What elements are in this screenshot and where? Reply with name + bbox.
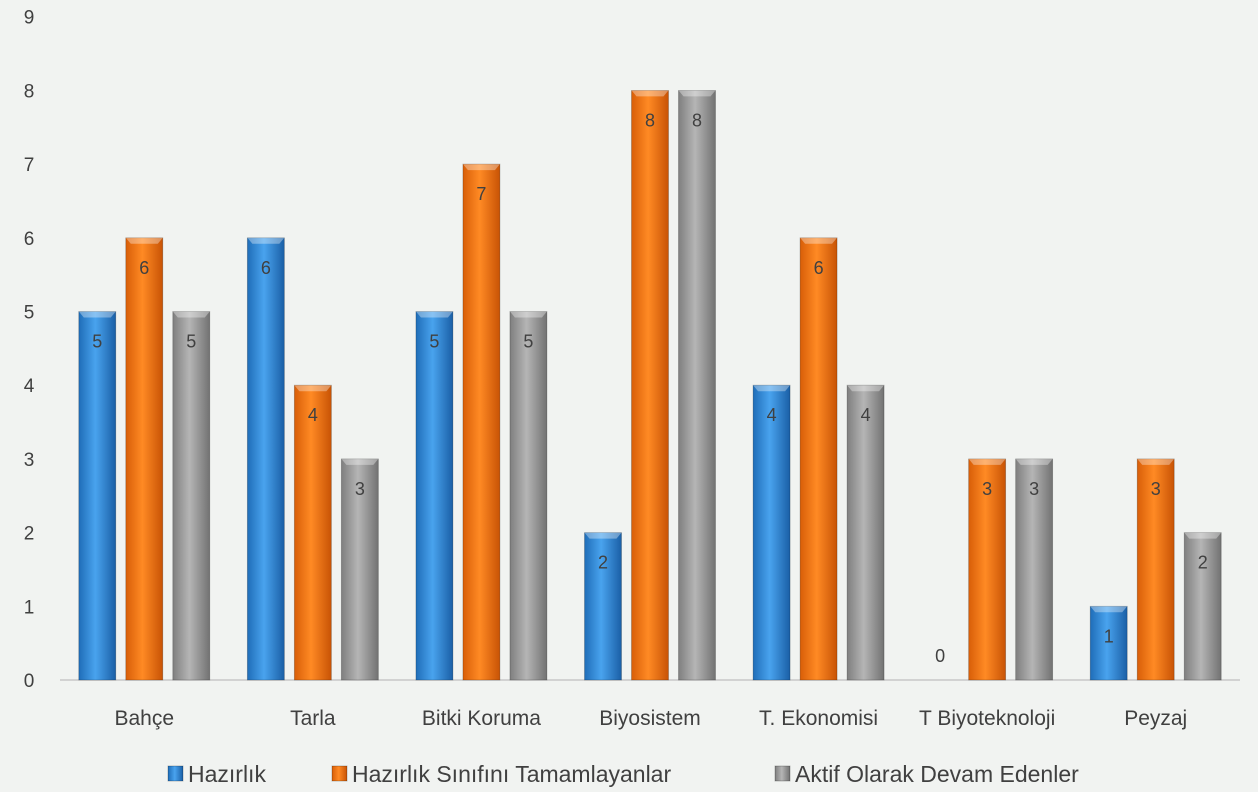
data-label: 3	[982, 479, 992, 499]
bar-bevel	[678, 90, 716, 97]
data-label: 3	[355, 479, 365, 499]
bar-bevel	[294, 385, 332, 392]
legend-label: Aktif Olarak Devam Edenler	[795, 761, 1079, 787]
data-label: 6	[814, 258, 824, 278]
bar	[78, 311, 117, 681]
bar-bevel	[509, 311, 547, 318]
data-label: 3	[1029, 479, 1039, 499]
y-tick-label: 9	[24, 8, 35, 29]
y-tick-label: 7	[24, 155, 35, 176]
legend-swatch	[774, 765, 791, 782]
bar-bevel	[341, 458, 379, 465]
data-label: 4	[767, 405, 777, 425]
data-label: 4	[308, 405, 318, 425]
data-label: 5	[523, 332, 533, 352]
data-label: 2	[1198, 553, 1208, 573]
bar-bevel	[753, 385, 791, 392]
bar-bevel	[847, 385, 885, 392]
x-category-label: T Biyoteknoloji	[919, 707, 1055, 730]
data-label: 5	[92, 332, 102, 352]
y-tick-label: 6	[24, 229, 35, 250]
y-tick-label: 0	[24, 671, 35, 692]
bar	[246, 237, 285, 681]
y-tick-label: 3	[24, 450, 35, 471]
bar	[678, 90, 716, 681]
bar-bevel	[78, 311, 116, 318]
bar	[293, 384, 332, 681]
x-axis: Bahçe Tarla Bitki Koruma Biyosistem T. Ekono…	[115, 707, 1188, 730]
bar	[509, 311, 548, 681]
bar-bevel	[125, 237, 163, 244]
bar	[799, 237, 838, 681]
legend-swatch	[331, 765, 348, 782]
x-category-label: T. Ekonomisi	[759, 707, 878, 730]
data-label: 5	[429, 332, 439, 352]
data-label: 2	[598, 553, 608, 573]
bar	[1183, 532, 1222, 681]
data-label: 4	[861, 405, 871, 425]
bar-bevel	[1137, 458, 1175, 465]
x-category-label: Bahçe	[115, 707, 175, 730]
bar	[172, 311, 211, 681]
data-label: 6	[139, 258, 149, 278]
bar-bevel	[1015, 458, 1053, 465]
bar	[1089, 605, 1128, 681]
bar-bevel	[462, 164, 500, 171]
legend: Hazırlık Hazırlık Sınıfını Tamamlayanlar A…	[167, 761, 1079, 787]
bar-bevel	[172, 311, 210, 318]
data-label: 6	[261, 258, 271, 278]
bar	[415, 311, 454, 681]
bar	[968, 458, 1007, 681]
y-tick-label: 4	[24, 376, 35, 397]
bar	[340, 458, 379, 681]
bar	[1015, 458, 1054, 681]
legend-swatch	[167, 765, 184, 782]
bar-bevel	[584, 532, 622, 539]
data-label: 1	[1104, 626, 1114, 646]
y-tick-label: 5	[24, 303, 35, 324]
x-category-label: Peyzaj	[1124, 707, 1187, 730]
bar-bevel	[1184, 532, 1222, 539]
bar	[462, 163, 501, 681]
y-axis: 0 1 2 3 4 5 6 7 8 9	[24, 8, 35, 692]
bar-bevel	[800, 237, 838, 244]
data-label: 8	[645, 110, 655, 130]
bar	[631, 90, 669, 681]
bar-bevel	[631, 90, 669, 97]
x-category-label: Biyosistem	[599, 707, 701, 730]
legend-label: Hazırlık Sınıfını Tamamlayanlar	[352, 761, 671, 787]
x-category-label: Tarla	[290, 707, 336, 730]
bar-bevel	[247, 237, 285, 244]
data-label: 0	[935, 646, 945, 666]
legend-label: Hazırlık	[188, 761, 266, 787]
bar-bevel	[415, 311, 453, 318]
y-tick-label: 1	[24, 597, 35, 618]
bar	[584, 532, 622, 681]
x-category-label: Bitki Koruma	[422, 707, 541, 730]
bar	[1136, 458, 1175, 681]
bar	[752, 384, 791, 681]
data-label: 5	[186, 332, 196, 352]
bar	[846, 384, 885, 681]
bar	[125, 237, 164, 681]
bar-bevel	[968, 458, 1006, 465]
bar-bevel	[1090, 606, 1128, 613]
data-label: 8	[692, 110, 702, 130]
y-tick-label: 8	[24, 81, 35, 102]
data-label: 3	[1151, 479, 1161, 499]
data-label: 7	[476, 184, 486, 204]
y-tick-label: 2	[24, 524, 35, 545]
bars: 5 6 5 6 4 3 5 7 5 2 8 8 4 6 4 0 3 3 1 3 2	[78, 90, 1222, 681]
